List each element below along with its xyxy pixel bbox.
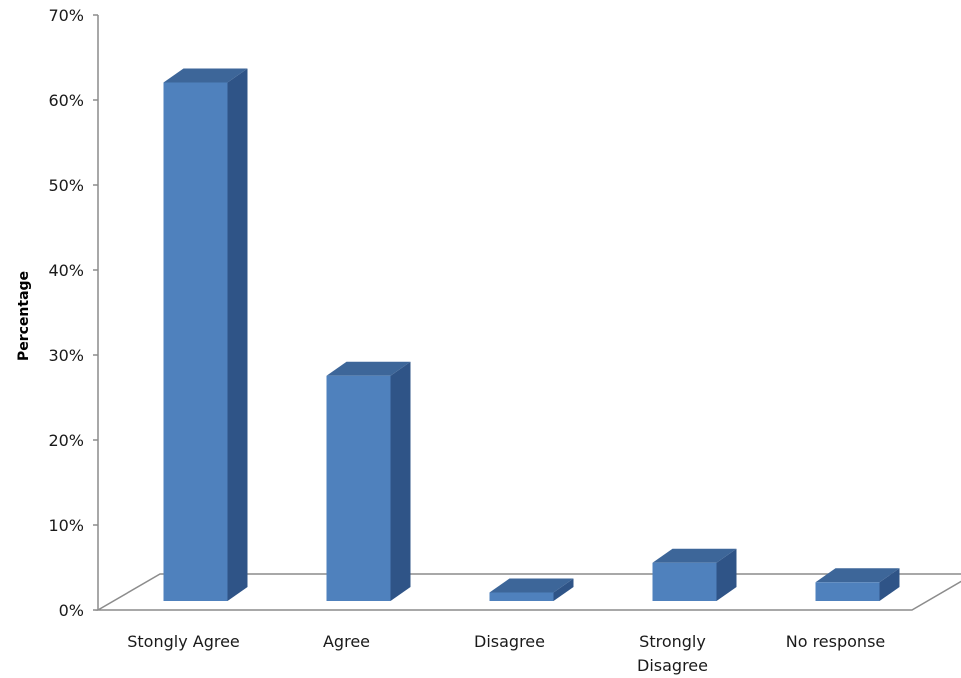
bar-top xyxy=(652,548,737,563)
y-tick-label: 70% xyxy=(48,6,84,25)
bar xyxy=(652,548,737,601)
axes xyxy=(93,14,961,611)
bar-side xyxy=(879,568,900,601)
y-tick-label: 60% xyxy=(48,91,84,110)
bar-side xyxy=(553,578,574,601)
bars xyxy=(163,68,900,601)
category-label: Strongly Disagree xyxy=(637,632,708,675)
bar-top xyxy=(489,578,574,593)
y-tick-label: 20% xyxy=(48,431,84,450)
y-tick-labels: 0% 10% 20% 30% 40% 50% 60% 70% xyxy=(48,6,84,620)
bar-front xyxy=(652,562,717,601)
bar xyxy=(489,578,574,601)
bar-front xyxy=(489,592,554,601)
bar xyxy=(815,568,900,601)
category-label-line: Disagree xyxy=(637,656,708,675)
bar-front xyxy=(815,582,880,601)
category-label-line: No response xyxy=(786,632,886,651)
bar-front xyxy=(163,82,228,601)
floor-outline xyxy=(95,573,961,611)
bar-side xyxy=(390,361,411,601)
y-tick-label: 0% xyxy=(59,601,84,620)
y-tick-label: 40% xyxy=(48,261,84,280)
category-labels: Stongly Agree Agree Disagree Strongly Disagr… xyxy=(127,632,885,675)
bar-side xyxy=(227,68,248,601)
category-label: Disagree xyxy=(474,632,545,651)
category-label: Stongly Agree xyxy=(127,632,240,651)
category-label-line: Strongly xyxy=(639,632,706,651)
category-label-line: Disagree xyxy=(474,632,545,651)
category-label: No response xyxy=(786,632,886,651)
bar-top xyxy=(815,568,900,583)
y-axis-label: Percentage xyxy=(16,271,32,361)
bar xyxy=(163,68,248,601)
y-tick-label: 50% xyxy=(48,176,84,195)
bar-side xyxy=(716,548,737,601)
bar-top xyxy=(163,68,248,83)
category-label-line: Agree xyxy=(323,632,370,651)
bar-top xyxy=(326,361,411,376)
y-tick-label: 30% xyxy=(48,346,84,365)
bar xyxy=(326,361,411,601)
y-tick-label: 10% xyxy=(48,516,84,535)
category-label-line: Stongly Agree xyxy=(127,632,240,651)
bar-front xyxy=(326,375,391,601)
category-label: Agree xyxy=(323,632,370,651)
